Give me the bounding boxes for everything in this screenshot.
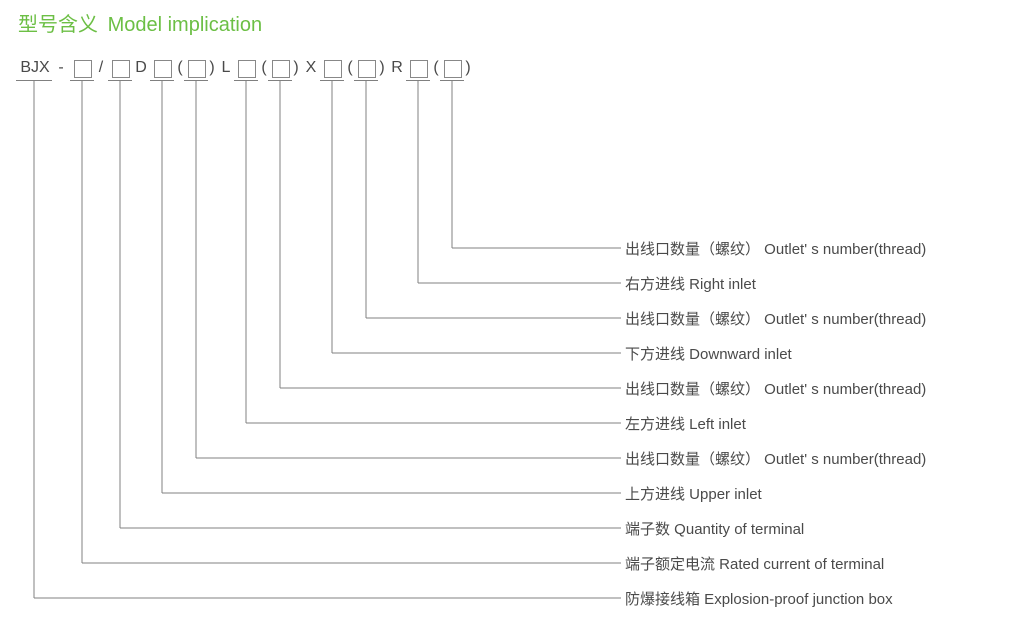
code-underline — [184, 80, 208, 81]
desc-zh: 右方进线 — [625, 276, 685, 293]
code-underline — [320, 80, 344, 81]
desc-en: Outlet' s number(thread) — [760, 451, 926, 468]
code-token: ( — [260, 59, 268, 77]
desc-zh: 左方进线 — [625, 416, 685, 433]
code-token: ( — [176, 59, 184, 77]
description-label: 下方进线 Downward inlet — [625, 343, 792, 364]
desc-zh: 出线口数量（螺纹） — [625, 451, 760, 468]
code-placeholder-box — [238, 60, 256, 78]
code-underline — [150, 80, 174, 81]
code-underline — [16, 80, 52, 81]
code-placeholder-box — [188, 60, 206, 78]
desc-zh: 出线口数量（螺纹） — [625, 381, 760, 398]
code-token: ) — [378, 59, 386, 77]
code-token: ) — [208, 59, 216, 77]
desc-en: Outlet' s number(thread) — [760, 241, 926, 258]
code-token: - — [56, 59, 66, 77]
description-label: 右方进线 Right inlet — [625, 273, 756, 294]
description-label: 防爆接线箱 Explosion-proof junction box — [625, 588, 893, 609]
code-token: D — [134, 59, 148, 77]
code-token: X — [304, 59, 318, 77]
description-label: 端子额定电流 Rated current of terminal — [625, 553, 884, 574]
code-placeholder-box — [410, 60, 428, 78]
code-underline — [354, 80, 378, 81]
description-label: 出线口数量（螺纹） Outlet' s number(thread) — [625, 238, 926, 259]
desc-en: Left inlet — [685, 416, 746, 433]
code-token: / — [96, 59, 106, 77]
desc-en: Explosion-proof junction box — [700, 591, 893, 608]
desc-zh: 出线口数量（螺纹） — [625, 311, 760, 328]
code-token: L — [220, 59, 232, 77]
desc-zh: 出线口数量（螺纹） — [625, 241, 760, 258]
code-underline — [234, 80, 258, 81]
code-placeholder-box — [324, 60, 342, 78]
description-label: 左方进线 Left inlet — [625, 413, 746, 434]
desc-en: Downward inlet — [685, 346, 792, 363]
desc-en: Outlet' s number(thread) — [760, 311, 926, 328]
description-label: 出线口数量（螺纹） Outlet' s number(thread) — [625, 308, 926, 329]
code-token: ) — [292, 59, 300, 77]
desc-zh: 上方进线 — [625, 486, 685, 503]
desc-zh: 端子额定电流 — [625, 556, 715, 573]
desc-zh: 端子数 — [625, 521, 670, 538]
code-underline — [108, 80, 132, 81]
description-label: 出线口数量（螺纹） Outlet' s number(thread) — [625, 448, 926, 469]
code-placeholder-box — [444, 60, 462, 78]
code-placeholder-box — [112, 60, 130, 78]
code-token: ( — [346, 59, 354, 77]
code-underline — [268, 80, 292, 81]
description-label: 端子数 Quantity of terminal — [625, 518, 804, 539]
code-placeholder-box — [74, 60, 92, 78]
code-underline — [406, 80, 430, 81]
code-placeholder-box — [272, 60, 290, 78]
code-placeholder-box — [154, 60, 172, 78]
code-underline — [70, 80, 94, 81]
code-token: R — [390, 59, 404, 77]
code-token: ) — [464, 59, 472, 77]
desc-en: Right inlet — [685, 276, 756, 293]
desc-zh: 防爆接线箱 — [625, 591, 700, 608]
code-token: BJX — [18, 59, 52, 77]
model-implication-diagram: 型号含义 Model implication BJX-/D()L()X()R()… — [0, 0, 1019, 630]
desc-zh: 下方进线 — [625, 346, 685, 363]
description-label: 出线口数量（螺纹） Outlet' s number(thread) — [625, 378, 926, 399]
description-label: 上方进线 Upper inlet — [625, 483, 762, 504]
code-token: ( — [432, 59, 440, 77]
code-underline — [440, 80, 464, 81]
desc-en: Rated current of terminal — [715, 556, 884, 573]
code-placeholder-box — [358, 60, 376, 78]
desc-en: Upper inlet — [685, 486, 762, 503]
desc-en: Outlet' s number(thread) — [760, 381, 926, 398]
desc-en: Quantity of terminal — [670, 521, 804, 538]
